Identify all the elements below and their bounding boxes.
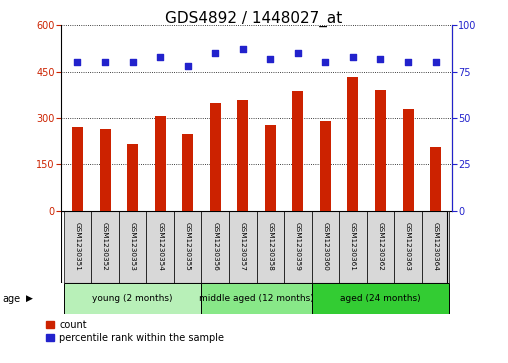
Point: [129, 60, 137, 65]
Bar: [146, 211, 174, 283]
Point: [239, 46, 247, 52]
Bar: [100, 129, 111, 211]
Text: GSM1230363: GSM1230363: [405, 223, 411, 271]
Text: GSM1230362: GSM1230362: [377, 223, 384, 271]
Bar: [72, 127, 83, 211]
Bar: [311, 211, 339, 283]
Bar: [292, 91, 303, 211]
Bar: [339, 211, 367, 283]
Point: [74, 60, 82, 65]
Bar: [430, 147, 441, 211]
Legend: count, percentile rank within the sample: count, percentile rank within the sample: [46, 319, 225, 344]
Text: GSM1230355: GSM1230355: [185, 223, 190, 271]
Bar: [154, 115, 166, 211]
Text: GSM1230354: GSM1230354: [157, 223, 163, 271]
Bar: [375, 90, 386, 211]
Text: age: age: [3, 294, 21, 303]
Bar: [202, 283, 311, 314]
Point: [266, 56, 274, 62]
Bar: [422, 211, 450, 283]
Point: [211, 50, 219, 56]
Point: [156, 54, 164, 60]
Text: GSM1230351: GSM1230351: [75, 223, 80, 271]
Bar: [237, 100, 248, 211]
Bar: [320, 121, 331, 211]
Text: GDS4892 / 1448027_at: GDS4892 / 1448027_at: [166, 11, 342, 27]
Text: GSM1230353: GSM1230353: [130, 223, 136, 271]
Text: ▶: ▶: [26, 294, 34, 303]
Text: GSM1230361: GSM1230361: [350, 223, 356, 271]
Point: [183, 63, 192, 69]
Bar: [402, 109, 414, 211]
Point: [322, 60, 330, 65]
Text: young (2 months): young (2 months): [92, 294, 173, 303]
Bar: [64, 211, 91, 283]
Point: [294, 50, 302, 56]
Bar: [367, 211, 394, 283]
Text: GSM1230364: GSM1230364: [433, 223, 438, 271]
Bar: [284, 211, 311, 283]
Bar: [64, 283, 202, 314]
Text: middle aged (12 months): middle aged (12 months): [199, 294, 314, 303]
Text: GSM1230356: GSM1230356: [212, 223, 218, 271]
Text: GSM1230358: GSM1230358: [267, 223, 273, 271]
Point: [101, 60, 109, 65]
Bar: [182, 134, 193, 211]
Bar: [210, 103, 221, 211]
Bar: [229, 211, 257, 283]
Text: GSM1230352: GSM1230352: [102, 223, 108, 271]
Point: [431, 60, 439, 65]
Bar: [174, 211, 202, 283]
Text: GSM1230357: GSM1230357: [240, 223, 246, 271]
Bar: [119, 211, 146, 283]
Bar: [394, 211, 422, 283]
Bar: [347, 77, 359, 211]
Bar: [202, 211, 229, 283]
Point: [404, 60, 412, 65]
Bar: [127, 144, 138, 211]
Text: GSM1230359: GSM1230359: [295, 223, 301, 271]
Bar: [257, 211, 284, 283]
Bar: [311, 283, 450, 314]
Point: [376, 56, 385, 62]
Point: [349, 54, 357, 60]
Bar: [91, 211, 119, 283]
Bar: [265, 125, 276, 211]
Text: GSM1230360: GSM1230360: [323, 223, 328, 271]
Text: aged (24 months): aged (24 months): [340, 294, 421, 303]
